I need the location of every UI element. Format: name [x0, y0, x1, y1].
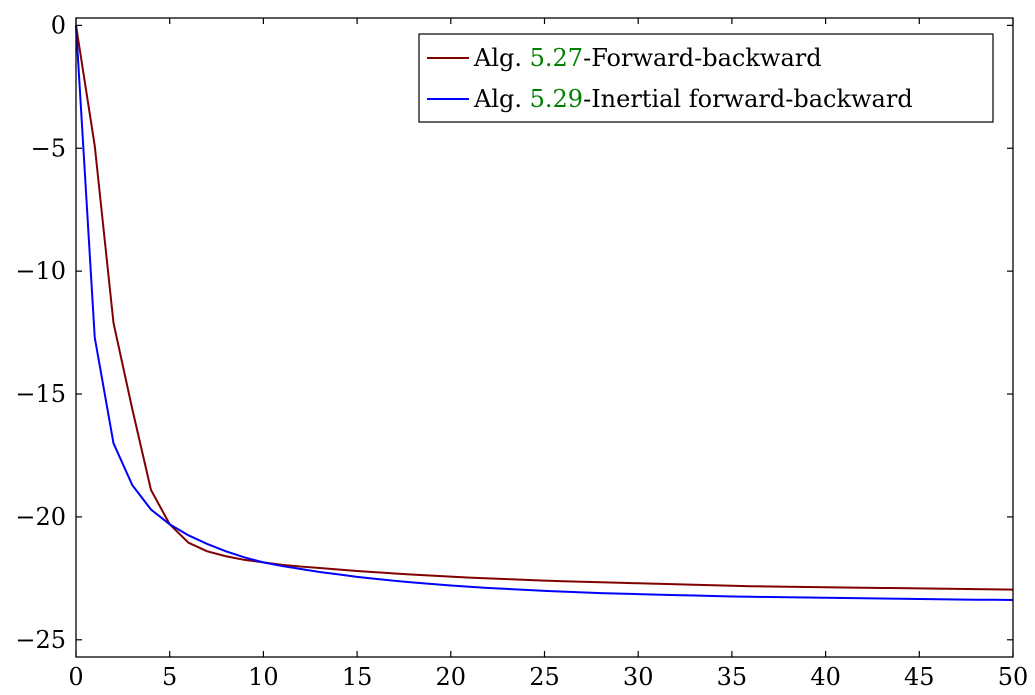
series-line-2 [75, 25, 1014, 601]
x-tick-label: 5 [162, 663, 177, 691]
x-tick-label: 30 [623, 663, 654, 691]
x-tick-label: 25 [529, 663, 560, 691]
x-tick-label: 35 [717, 663, 748, 691]
y-tick-label: −5 [31, 134, 66, 162]
y-tick-label: −10 [15, 257, 66, 285]
legend-ref: 5.27 [530, 44, 583, 72]
y-tick-label: −20 [15, 503, 66, 531]
series-line-1 [75, 25, 1014, 591]
legend-label-2: Alg. 5.29-Inertial forward-backward [473, 85, 913, 113]
legend-suffix: -Inertial forward-backward [583, 85, 913, 113]
legend-box [418, 33, 994, 123]
x-tick-label: 0 [68, 663, 83, 691]
x-tick-label: 45 [904, 663, 935, 691]
legend-label-1: Alg. 5.27-Forward-backward [473, 44, 822, 72]
x-tick-label: 15 [342, 663, 373, 691]
legend-suffix: -Forward-backward [583, 44, 822, 72]
legend-ref: 5.29 [530, 85, 583, 113]
x-axis: 0 5 10 15 20 25 30 35 40 45 50 [68, 18, 1028, 691]
x-tick-label: 10 [248, 663, 279, 691]
y-axis: 0 −5 −10 −15 −20 −25 [15, 11, 1013, 654]
y-tick-label: −25 [15, 626, 66, 654]
x-tick-label: 40 [810, 663, 841, 691]
y-tick-label: −15 [15, 380, 66, 408]
series-layer [75, 25, 1014, 601]
legend-prefix: Alg. [473, 85, 530, 113]
legend-prefix: Alg. [473, 44, 530, 72]
y-tick-label: 0 [51, 11, 66, 39]
x-tick-label: 20 [436, 663, 467, 691]
x-tick-label: 50 [998, 663, 1029, 691]
